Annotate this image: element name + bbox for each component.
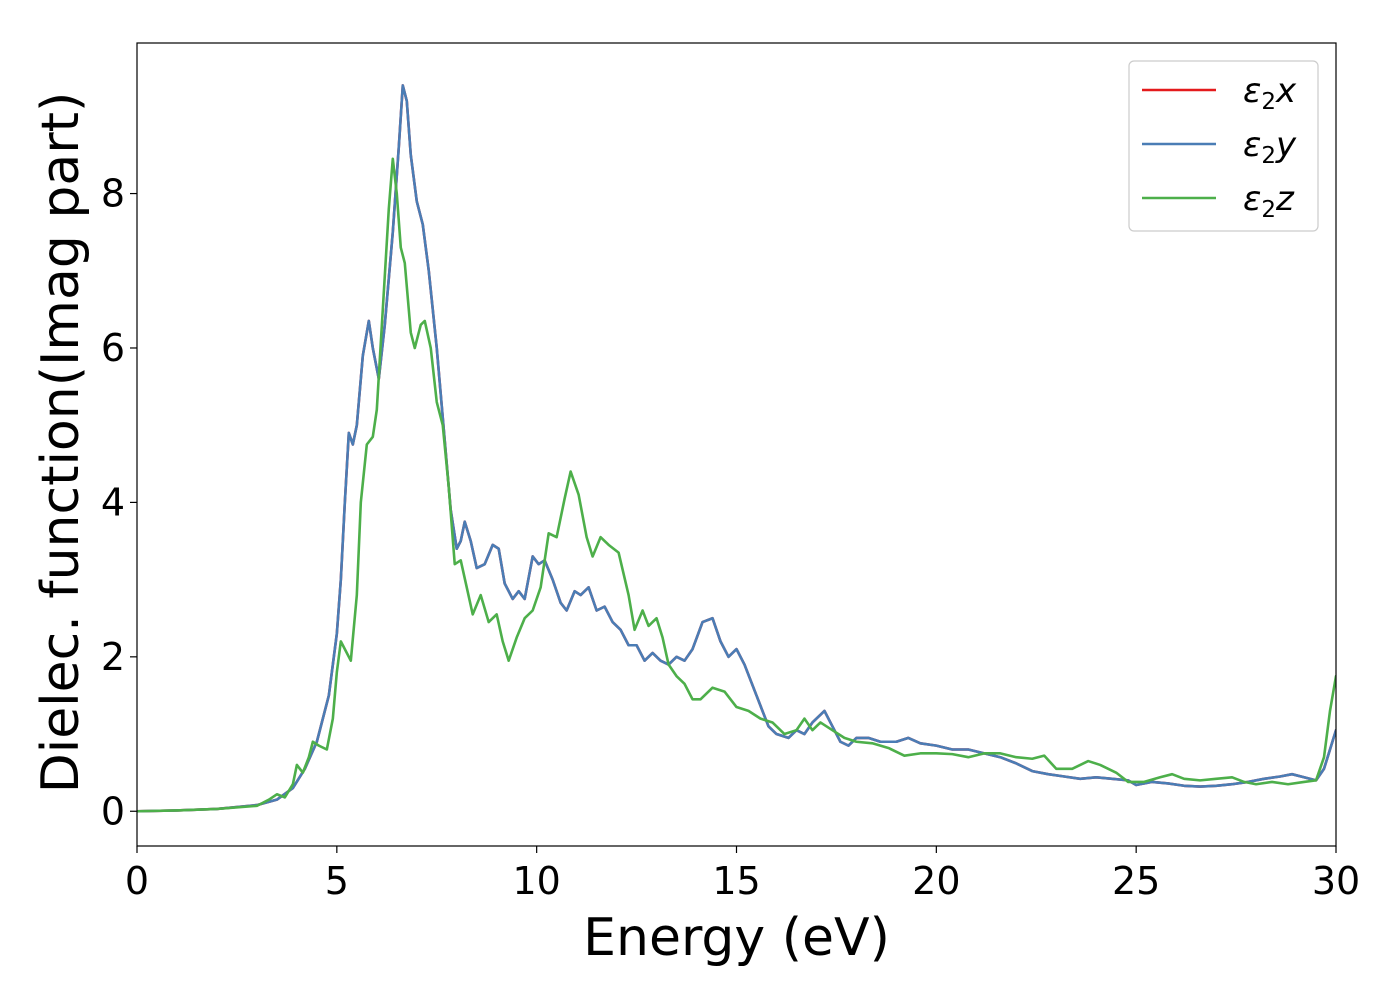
y-axis-title: Dielec. function(Imag part) [31,92,91,794]
legend-box [1128,60,1319,232]
x-axis-title: Energy (eV) [583,908,890,968]
x-tick-label: 5 [325,859,349,903]
legend-label-eps2y: ε2y [1243,125,1297,169]
y-tick-label: 0 [101,789,125,833]
x-tick-label: 20 [912,859,960,903]
x-tick-label: 0 [125,859,149,903]
x-tick-label: 10 [512,859,560,903]
y-tick-label: 4 [101,480,125,524]
series-line-2 [137,84,1336,813]
legend-label-eps2x: ε2x [1243,71,1297,115]
x-tick-label: 30 [1312,859,1360,903]
x-tick-label: 15 [712,859,760,903]
series-line-3 [137,157,1336,813]
series-layer [137,84,1336,813]
y-tick-label: 8 [101,172,125,216]
y-tick-label: 6 [101,326,125,370]
ticks-layer: 0 5 10 15 20 25 30 0 2 4 6 8 [101,172,1360,903]
y-tick-label: 2 [101,635,125,679]
x-tick-label: 25 [1112,859,1160,903]
legend: ε2x ε2y ε2z [1128,60,1319,232]
legend-label-eps2z: ε2z [1243,179,1295,223]
